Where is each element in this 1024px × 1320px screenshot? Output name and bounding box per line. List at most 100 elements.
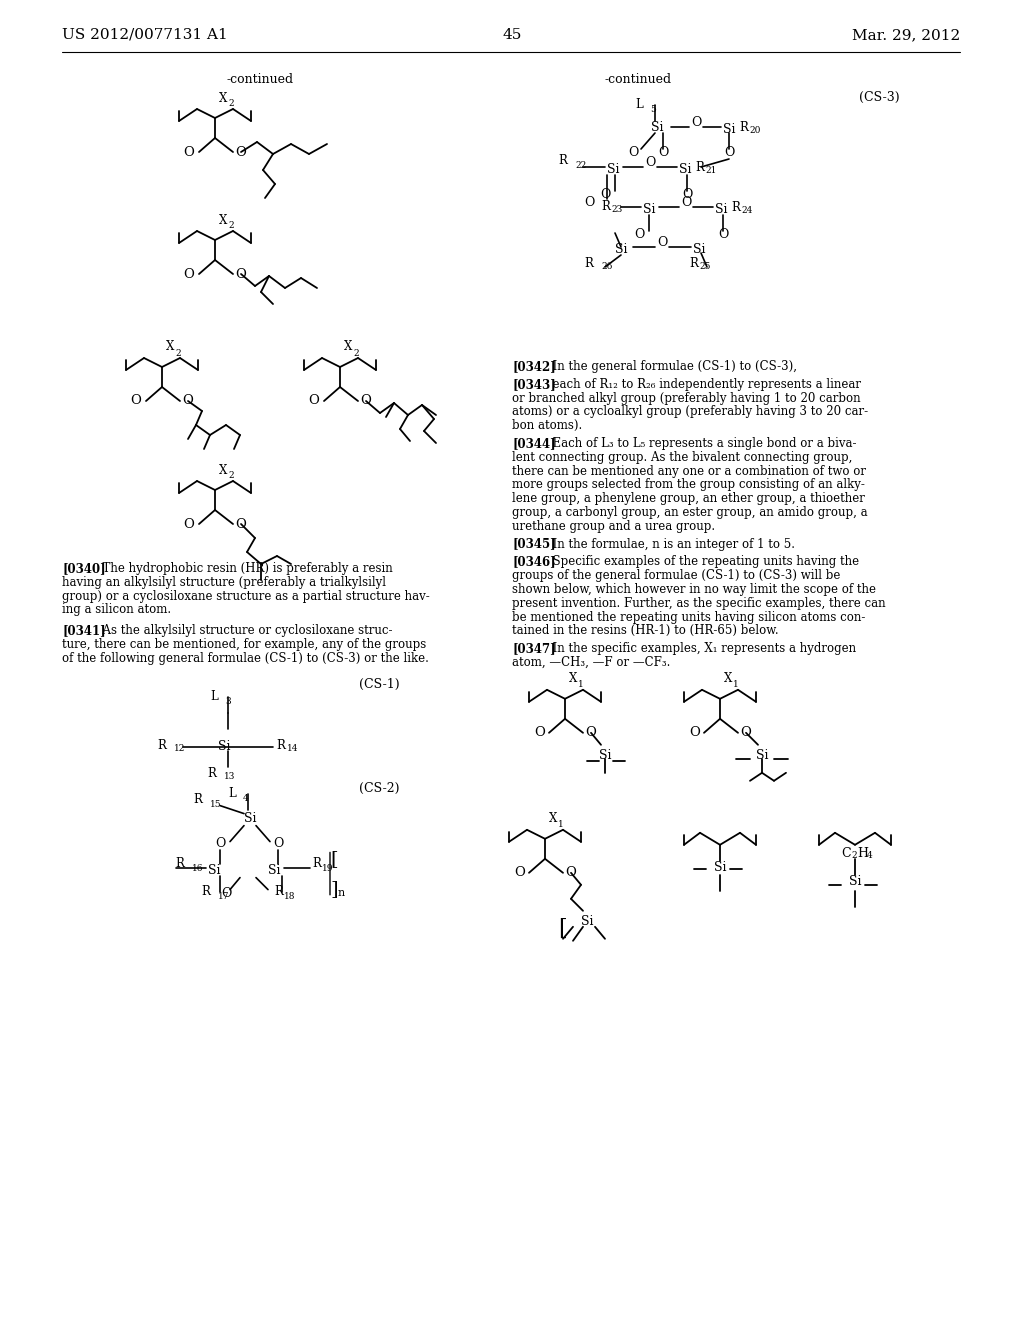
Text: ture, there can be mentioned, for example, any of the groups: ture, there can be mentioned, for exampl… xyxy=(62,638,426,651)
Text: R: R xyxy=(689,257,698,271)
Text: O: O xyxy=(724,147,734,160)
Text: R: R xyxy=(312,857,321,870)
Text: (CS-1): (CS-1) xyxy=(359,677,400,690)
Text: In the general formulae (CS-1) to (CS-3),: In the general formulae (CS-1) to (CS-3)… xyxy=(545,360,797,374)
Text: O: O xyxy=(308,395,319,408)
Text: ]: ] xyxy=(330,879,338,898)
Text: 14: 14 xyxy=(287,743,299,752)
Text: 17: 17 xyxy=(218,892,229,902)
Text: O: O xyxy=(182,395,194,408)
Text: L: L xyxy=(228,787,236,800)
Text: groups of the general formulae (CS-1) to (CS-3) will be: groups of the general formulae (CS-1) to… xyxy=(512,569,841,582)
Text: C: C xyxy=(841,847,851,859)
Text: R: R xyxy=(276,739,285,751)
Text: Si: Si xyxy=(581,915,594,928)
Text: lent connecting group. As the bivalent connecting group,: lent connecting group. As the bivalent c… xyxy=(512,451,852,463)
Text: 1: 1 xyxy=(733,680,738,689)
Text: O: O xyxy=(691,116,701,129)
Text: 24: 24 xyxy=(741,206,753,215)
Text: present invention. Further, as the specific examples, there can: present invention. Further, as the speci… xyxy=(512,597,886,610)
Text: O: O xyxy=(586,726,596,739)
Text: 16: 16 xyxy=(193,865,204,873)
Text: tained in the resins (HR-1) to (HR-65) below.: tained in the resins (HR-1) to (HR-65) b… xyxy=(512,624,778,638)
Text: shown below, which however in no way limit the scope of the: shown below, which however in no way lim… xyxy=(512,583,876,597)
Text: O: O xyxy=(657,236,668,249)
Text: bon atoms).: bon atoms). xyxy=(512,420,583,432)
Text: -continued: -continued xyxy=(604,73,672,86)
Text: 20: 20 xyxy=(749,125,761,135)
Text: O: O xyxy=(215,837,225,850)
Text: Si: Si xyxy=(218,739,230,752)
Text: Si: Si xyxy=(756,748,768,762)
Text: group, a carbonyl group, an ester group, an amido group, a: group, a carbonyl group, an ester group,… xyxy=(512,506,867,519)
Text: O: O xyxy=(535,726,546,739)
Text: R: R xyxy=(194,793,202,807)
Text: US 2012/0077131 A1: US 2012/0077131 A1 xyxy=(62,28,227,42)
Text: Si: Si xyxy=(723,123,735,136)
Text: 19: 19 xyxy=(322,865,334,873)
Text: [0343]: [0343] xyxy=(512,378,556,391)
Text: (CS-3): (CS-3) xyxy=(859,91,900,104)
Text: X: X xyxy=(549,812,557,825)
Text: L: L xyxy=(210,690,218,704)
Text: Each of L₃ to L₅ represents a single bond or a biva-: Each of L₃ to L₅ represents a single bon… xyxy=(545,437,856,450)
Text: 15: 15 xyxy=(210,800,221,809)
Text: [0347]: [0347] xyxy=(512,643,556,655)
Text: O: O xyxy=(221,887,231,900)
Text: atoms) or a cycloalkyl group (preferably having 3 to 20 car-: atoms) or a cycloalkyl group (preferably… xyxy=(512,405,868,418)
Text: O: O xyxy=(515,866,525,879)
Text: O: O xyxy=(628,147,638,160)
Text: 5: 5 xyxy=(650,106,656,115)
Text: R: R xyxy=(739,121,748,135)
Text: O: O xyxy=(272,837,284,850)
Text: Si: Si xyxy=(599,748,611,762)
Text: As the alkylsilyl structure or cyclosiloxane struc-: As the alkylsilyl structure or cyclosilo… xyxy=(94,624,392,638)
Text: [: [ xyxy=(558,917,567,940)
Text: Si: Si xyxy=(849,875,861,888)
Text: 18: 18 xyxy=(284,892,296,902)
Text: O: O xyxy=(236,517,247,531)
Text: having an alkylsilyl structure (preferably a trialkylsilyl: having an alkylsilyl structure (preferab… xyxy=(62,576,386,589)
Text: R: R xyxy=(201,886,210,898)
Text: O: O xyxy=(183,145,195,158)
Text: O: O xyxy=(131,395,141,408)
Text: each of R₁₂ to R₂₆ independently represents a linear: each of R₁₂ to R₂₆ independently represe… xyxy=(545,378,861,391)
Text: Si: Si xyxy=(715,203,727,216)
Text: 23: 23 xyxy=(611,205,623,214)
Text: Si: Si xyxy=(714,861,726,874)
Text: Mar. 29, 2012: Mar. 29, 2012 xyxy=(852,28,961,42)
Text: group) or a cyclosiloxane structure as a partial structure hav-: group) or a cyclosiloxane structure as a… xyxy=(62,590,430,603)
Text: O: O xyxy=(645,157,655,169)
Text: O: O xyxy=(565,866,577,879)
Text: X: X xyxy=(219,463,227,477)
Text: 2: 2 xyxy=(353,348,358,358)
Text: -continued: -continued xyxy=(226,73,294,86)
Text: Si: Si xyxy=(607,162,620,176)
Text: X: X xyxy=(569,672,578,685)
Text: [0344]: [0344] xyxy=(512,437,556,450)
Text: R: R xyxy=(175,857,184,870)
Text: [0346]: [0346] xyxy=(512,556,556,569)
Text: X: X xyxy=(219,214,227,227)
Text: R: R xyxy=(157,739,166,751)
Text: ing a silicon atom.: ing a silicon atom. xyxy=(62,603,171,616)
Text: L: L xyxy=(635,99,643,111)
Text: O: O xyxy=(657,147,669,160)
Text: n: n xyxy=(338,887,345,898)
Text: 2: 2 xyxy=(175,348,180,358)
Text: [0342]: [0342] xyxy=(512,360,556,374)
Text: of the following general formulae (CS-1) to (CS-3) or the like.: of the following general formulae (CS-1)… xyxy=(62,652,429,665)
Text: Si: Si xyxy=(615,243,628,256)
Text: [0341]: [0341] xyxy=(62,624,105,638)
Text: O: O xyxy=(634,228,644,242)
Text: O: O xyxy=(183,268,195,281)
Text: O: O xyxy=(600,189,610,202)
Text: The hydrophobic resin (HR) is preferably a resin: The hydrophobic resin (HR) is preferably… xyxy=(94,562,392,576)
Text: O: O xyxy=(689,726,700,739)
Text: X: X xyxy=(166,341,174,354)
Text: O: O xyxy=(718,228,728,242)
Text: R: R xyxy=(601,201,610,213)
Text: O: O xyxy=(236,268,247,281)
Text: R: R xyxy=(558,154,567,168)
Text: Si: Si xyxy=(693,243,706,256)
